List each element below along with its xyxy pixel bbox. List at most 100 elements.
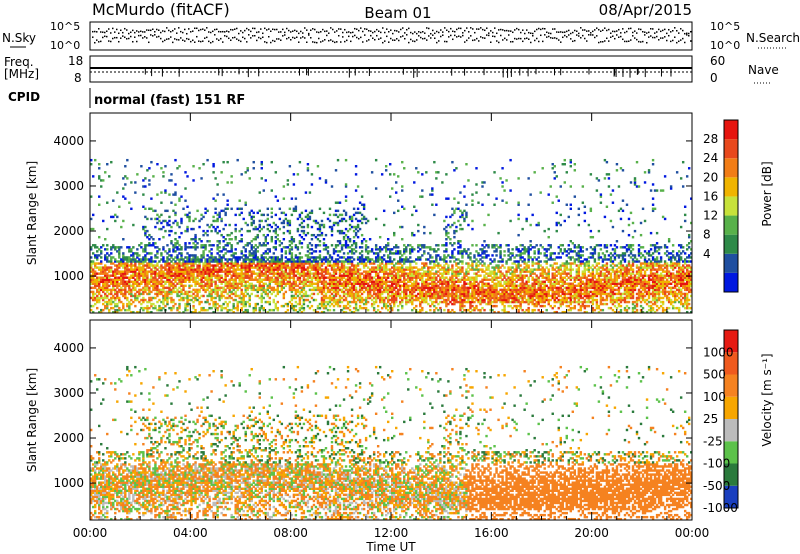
rti-cell (206, 223, 209, 227)
rti-cell (122, 254, 125, 257)
rti-cell (364, 276, 368, 279)
rti-cell (294, 197, 298, 200)
rti-cell (360, 296, 364, 300)
rti-cell (232, 298, 235, 302)
rti-cell (186, 252, 189, 255)
nsearch-point (104, 35, 106, 38)
rti-cell (340, 256, 344, 259)
rti-cell (397, 292, 400, 296)
rti-cell (322, 238, 326, 241)
rti-cell (126, 298, 129, 302)
rti-cell (222, 278, 225, 281)
rti-cell (190, 298, 193, 302)
rti-cell (104, 238, 107, 241)
rti-cell (338, 213, 342, 217)
rti-cell (443, 308, 446, 312)
rti-cell (378, 276, 382, 279)
rti-cell (334, 268, 338, 271)
rti-cell (391, 270, 394, 273)
rti-cell (222, 209, 225, 213)
rti-cell (168, 306, 171, 310)
rti-cell (230, 231, 233, 235)
rti-cell (244, 294, 247, 298)
rti-cell (350, 244, 354, 247)
rti-cell (286, 266, 290, 269)
rti-cell (298, 252, 302, 255)
rti-cell (405, 250, 408, 253)
rti-cell (218, 260, 221, 263)
rti-cell (348, 268, 352, 271)
rti-cell (395, 284, 398, 288)
rti-cell (399, 278, 402, 281)
rti-cell (160, 266, 163, 269)
rti-cell (280, 276, 284, 279)
rti-cell (194, 310, 197, 314)
rti-cell (210, 298, 213, 302)
rti-cell (166, 260, 169, 263)
rti-cell (296, 310, 300, 314)
rti-cell (288, 250, 292, 253)
rti-cell (180, 264, 183, 267)
rti-cell (302, 262, 306, 265)
rti-cell (112, 310, 115, 314)
rti-cell (272, 262, 276, 265)
rti-cell (264, 300, 267, 304)
rti-cell (411, 278, 414, 281)
rti-cell (114, 274, 117, 277)
rti-cell (264, 288, 267, 292)
rti-cell (218, 280, 221, 283)
rti-cell (300, 262, 304, 265)
rti-cell (234, 235, 237, 239)
rti-cell (194, 258, 197, 261)
rti-cell (212, 215, 215, 219)
rti-cell (254, 302, 257, 306)
rti-cell (372, 306, 376, 310)
rti-cell (246, 274, 249, 277)
rti-cell (100, 294, 103, 298)
rti-cell (164, 292, 167, 296)
rti-cell (393, 304, 396, 308)
rti-cell (431, 288, 434, 292)
rti-cell (250, 221, 253, 225)
rti-cell (244, 268, 247, 271)
rti-cell (112, 262, 115, 265)
rti-cell (126, 272, 129, 275)
rti-cell (435, 292, 438, 296)
rti-cell (268, 229, 271, 233)
rti-cell (407, 280, 410, 283)
rti-cell (178, 225, 181, 229)
rti-cell (186, 304, 189, 308)
rti-cell (338, 298, 342, 302)
rti-cell (433, 282, 436, 286)
rti-cell (118, 266, 121, 269)
rti-cell (142, 272, 145, 275)
rti-cell (192, 258, 195, 261)
rti-cell (252, 310, 255, 314)
rti-cell (395, 244, 398, 247)
rti-cell (218, 288, 221, 292)
rti-cell (152, 244, 155, 247)
rti-cell (222, 160, 225, 164)
rti-cell (152, 209, 155, 213)
rti-cell (262, 189, 265, 192)
rti-cell (176, 274, 179, 277)
rti-cell (212, 163, 215, 166)
rti-cell (210, 294, 213, 298)
rti-cell (124, 274, 127, 277)
rti-cell (334, 302, 338, 306)
rti-cell (312, 219, 316, 223)
nsearch-point (576, 34, 578, 36)
nsky-point (502, 29, 504, 31)
nsearch-point (276, 38, 278, 40)
rti-cell (210, 272, 213, 275)
rti-cell (320, 274, 324, 277)
rti-cell (168, 254, 171, 257)
rti-cell (262, 233, 265, 237)
rti-cell (266, 276, 269, 279)
rti-cell (284, 310, 288, 314)
rti-cell (378, 296, 382, 300)
rti-cell (242, 266, 245, 269)
rti-cell (356, 272, 360, 275)
rti-cell (158, 248, 161, 251)
rti-cell (403, 296, 406, 300)
